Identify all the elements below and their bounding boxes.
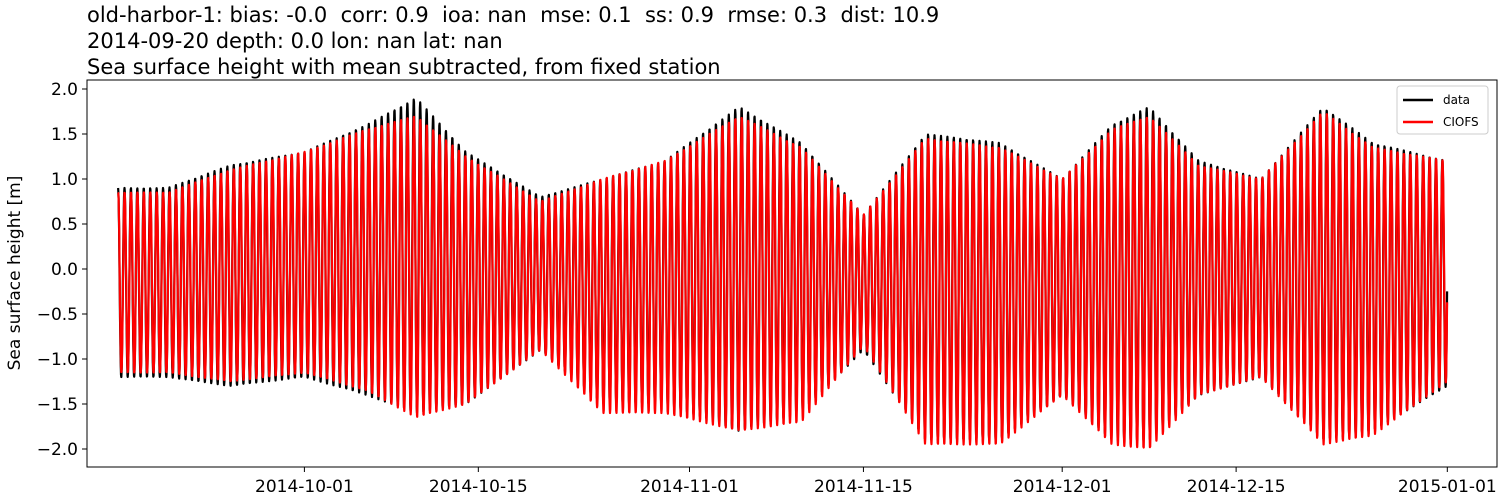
- y-axis: 2.0 1.5 1.0 0.5 0.0 −0.5 −1.0 −1.5 −2.0: [37, 80, 87, 460]
- y-tick-label: 2.0: [51, 80, 78, 100]
- y-tick-label: −0.5: [37, 305, 78, 325]
- y-tick-label: −2.0: [37, 440, 78, 460]
- x-tick-label: 2014-10-01: [255, 477, 354, 497]
- legend: data CIOFS: [1396, 85, 1489, 135]
- x-axis: 2014-10-01 2014-10-15 2014-11-01 2014-11-15…: [255, 467, 1497, 497]
- x-tick-label: 2014-11-01: [640, 477, 739, 497]
- legend-label-ciofs: CIOFS: [1443, 115, 1479, 129]
- y-tick-label: 0.0: [51, 260, 78, 280]
- chart-title-line-1: old-harbor-1: bias: -0.0 corr: 0.9 ioa: …: [87, 3, 940, 27]
- x-tick-label: 2014-10-15: [429, 477, 528, 497]
- y-tick-label: −1.5: [37, 395, 78, 415]
- chart-title: old-harbor-1: bias: -0.0 corr: 0.9 ioa: …: [87, 2, 939, 80]
- y-tick-label: 1.0: [51, 170, 78, 190]
- y-tick-label: 0.5: [51, 215, 78, 235]
- x-tick-label: 2015-01-01: [1398, 477, 1497, 497]
- plot-frame: [86, 79, 1498, 468]
- series-line-ciofs: [117, 113, 1449, 449]
- x-tick-label: 2014-12-15: [1187, 477, 1286, 497]
- y-tick-label: 1.5: [51, 125, 78, 145]
- series-layer: [117, 98, 1449, 449]
- y-tick-label: −1.0: [37, 350, 78, 370]
- chart-title-line-2: 2014-09-20 depth: 0.0 lon: nan lat: nan: [87, 29, 503, 53]
- chart-title-line-3: Sea surface height with mean subtracted,…: [87, 55, 721, 79]
- legend-label-data: data: [1443, 93, 1470, 107]
- y-axis-label: Sea surface height [m]: [5, 176, 25, 371]
- x-tick-label: 2014-11-15: [814, 477, 913, 497]
- x-tick-label: 2014-12-01: [1013, 477, 1112, 497]
